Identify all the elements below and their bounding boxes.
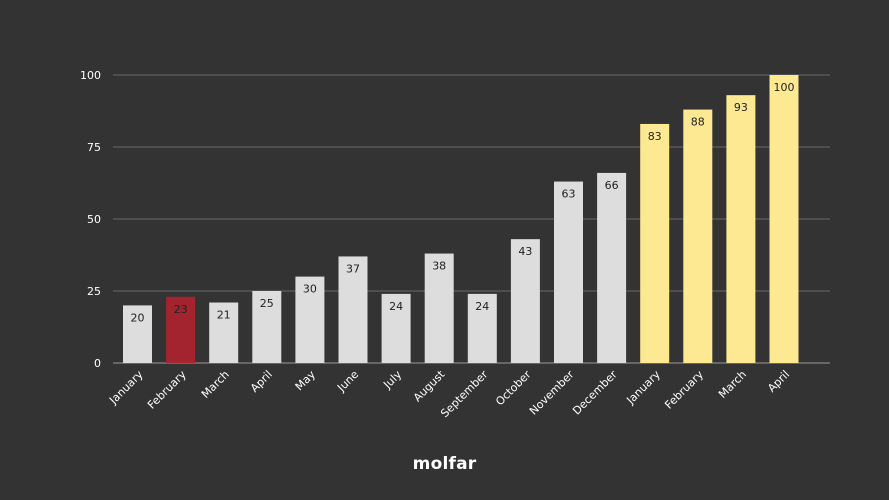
data-label: 24 — [475, 300, 489, 313]
x-tick-label: July — [380, 368, 404, 392]
x-tick-label: September — [438, 368, 491, 421]
y-tick-label: 100 — [80, 69, 101, 82]
x-tick-label: February — [662, 368, 706, 412]
bar — [683, 109, 713, 363]
y-tick-label: 0 — [94, 357, 101, 370]
data-label: 24 — [389, 300, 403, 313]
bar — [597, 172, 627, 363]
x-tick-label: August — [411, 367, 448, 404]
data-label: 25 — [260, 297, 274, 310]
bar — [166, 296, 196, 363]
x-tick-label: January — [623, 368, 663, 408]
data-label: 38 — [432, 260, 446, 273]
data-label: 43 — [518, 245, 532, 258]
data-label: 21 — [217, 309, 231, 322]
bar — [467, 293, 497, 363]
bar — [640, 123, 670, 364]
y-axis-ticks: 0 25 50 75 100 — [80, 69, 101, 370]
data-label: 88 — [691, 116, 705, 129]
data-labels: 20 23 21 25 30 37 24 38 24 43 63 66 83 88 93 100 — [131, 81, 795, 324]
bar — [338, 256, 368, 363]
data-label: 37 — [346, 262, 360, 275]
data-label: 30 — [303, 283, 317, 296]
bar — [209, 302, 239, 363]
data-label: 23 — [174, 303, 188, 316]
x-tick-label: February — [145, 368, 189, 412]
bar — [726, 95, 756, 363]
x-tick-label: April — [765, 368, 792, 395]
x-tick-label: May — [293, 368, 319, 394]
data-label: 63 — [562, 188, 576, 201]
x-tick-label: January — [106, 368, 146, 408]
bar — [123, 305, 152, 363]
data-label: 83 — [648, 130, 662, 143]
bar — [769, 75, 799, 363]
y-tick-label: 75 — [87, 141, 101, 154]
bar — [510, 239, 540, 363]
molfar-logo: molfar — [412, 454, 477, 474]
x-tick-label: December — [570, 368, 620, 418]
bar — [252, 291, 282, 363]
bar — [381, 293, 411, 363]
bars — [123, 75, 799, 364]
y-tick-label: 25 — [87, 285, 101, 298]
data-label: 66 — [605, 179, 619, 192]
x-axis-ticks: January February March April May June July Augu… — [106, 367, 792, 420]
data-label: 20 — [131, 311, 145, 324]
x-tick-label: June — [334, 368, 361, 395]
data-label: 93 — [734, 101, 748, 114]
x-tick-label: March — [199, 368, 232, 401]
x-tick-label: November — [527, 368, 577, 418]
y-tick-label: 50 — [87, 213, 101, 226]
x-tick-label: October — [493, 368, 534, 409]
bar — [295, 276, 325, 363]
bar — [424, 253, 454, 363]
data-label: 100 — [774, 81, 795, 94]
x-tick-label: April — [248, 368, 275, 395]
bar — [554, 181, 583, 363]
x-tick-label: March — [716, 368, 749, 401]
